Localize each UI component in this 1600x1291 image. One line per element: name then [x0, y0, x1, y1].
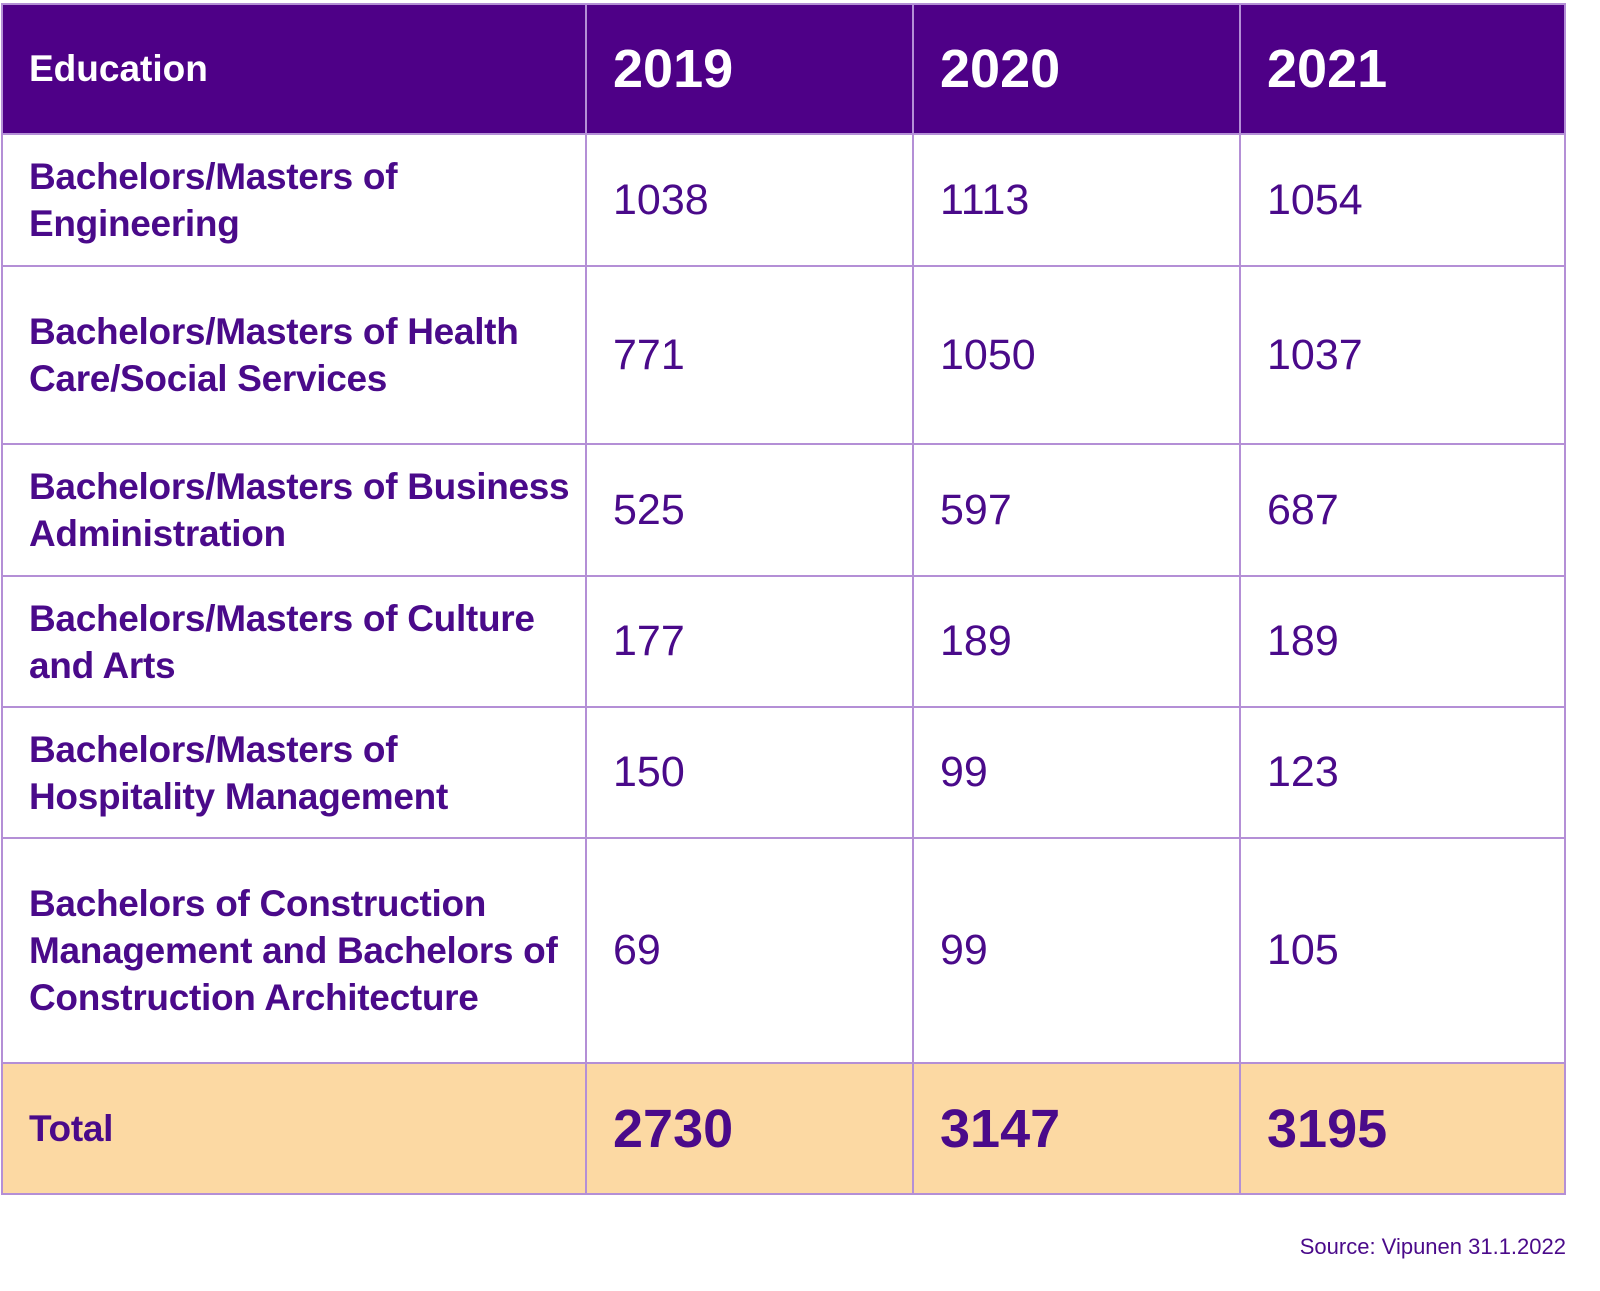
cell-value-2019: 771: [585, 265, 914, 445]
cell-value-2020: 189: [912, 575, 1241, 708]
cell-value-2020: 597: [912, 443, 1241, 577]
total-value-2019: 2730: [585, 1062, 914, 1195]
table-row: Bachelors/Masters of Health Care/Social …: [1, 265, 1566, 445]
cell-value-2021: 1054: [1239, 133, 1566, 267]
total-label: Total: [1, 1062, 587, 1195]
cell-value-2021: 189: [1239, 575, 1566, 708]
row-label: Bachelors of Construction Management and…: [1, 837, 587, 1064]
header-2020: 2020: [912, 3, 1241, 135]
table-row: Bachelors/Masters of Culture and Arts 177…: [1, 575, 1566, 708]
cell-value-2019: 1038: [585, 133, 914, 267]
total-value-2021: 3195: [1239, 1062, 1566, 1195]
cell-value-2020: 99: [912, 706, 1241, 839]
row-label: Bachelors/Masters of Health Care/Social …: [1, 265, 587, 445]
header-2021: 2021: [1239, 3, 1566, 135]
total-value-2020: 3147: [912, 1062, 1241, 1195]
row-label: Bachelors/Masters of Engineering: [1, 133, 587, 267]
cell-value-2021: 123: [1239, 706, 1566, 839]
header-education: Education: [1, 3, 587, 135]
cell-value-2020: 99: [912, 837, 1241, 1064]
cell-value-2021: 105: [1239, 837, 1566, 1064]
cell-value-2019: 69: [585, 837, 914, 1064]
row-label: Bachelors/Masters of Culture and Arts: [1, 575, 587, 708]
row-label: Bachelors/Masters of Business Administra…: [1, 443, 587, 577]
education-table: Education 2019 2020 2021 Bachelors/Maste…: [1, 3, 1566, 1195]
table-row: Bachelors/Masters of Business Administra…: [1, 443, 1566, 577]
cell-value-2020: 1050: [912, 265, 1241, 445]
source-note: Source: Vipunen 31.1.2022: [1299, 1234, 1566, 1259]
cell-value-2019: 150: [585, 706, 914, 839]
total-row: Total 2730 3147 3195: [1, 1062, 1566, 1195]
cell-value-2019: 177: [585, 575, 914, 708]
cell-value-2019: 525: [585, 443, 914, 577]
cell-value-2021: 687: [1239, 443, 1566, 577]
row-label: Bachelors/Masters of Hospitality Managem…: [1, 706, 587, 839]
header-row: Education 2019 2020 2021: [1, 3, 1566, 135]
cell-value-2020: 1113: [912, 133, 1241, 267]
cell-value-2021: 1037: [1239, 265, 1566, 445]
header-2019: 2019: [585, 3, 914, 135]
table-row: Bachelors/Masters of Hospitality Managem…: [1, 706, 1566, 839]
table-row: Bachelors/Masters of Engineering 1038 1113…: [1, 133, 1566, 267]
table-row: Bachelors of Construction Management and…: [1, 837, 1566, 1064]
